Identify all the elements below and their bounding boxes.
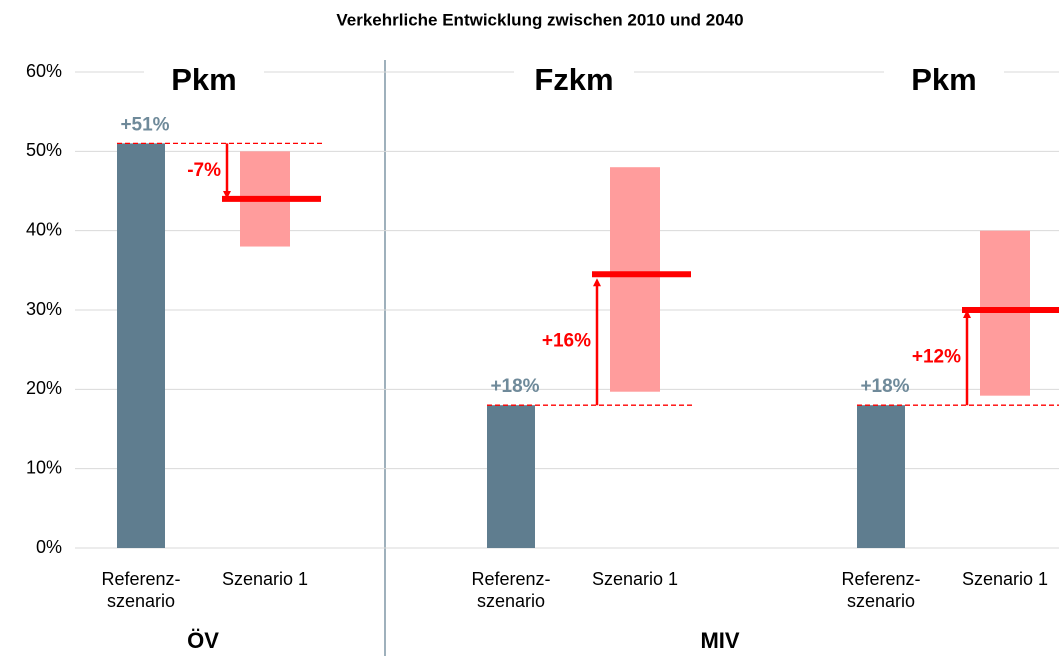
panel-title-background	[514, 60, 634, 100]
reference-bar	[117, 143, 165, 548]
x-tick-label: Szenario 1	[222, 569, 308, 589]
y-tick-label: 40%	[26, 219, 62, 239]
change-label: -7%	[187, 160, 221, 181]
panel-title: Pkm	[911, 62, 976, 97]
x-tick-label: Referenz-szenario	[101, 569, 180, 611]
panel-title-background	[144, 60, 264, 100]
y-tick-label: 50%	[26, 140, 62, 160]
scenario-range	[980, 230, 1030, 396]
reference-bar	[487, 405, 535, 548]
x-tick-label: Referenz-szenario	[471, 569, 550, 611]
reference-label: +18%	[860, 376, 909, 397]
chart-title: Verkehrliche Entwicklung zwischen 2010 u…	[336, 10, 743, 29]
group-label: MIV	[700, 628, 739, 653]
reference-label: +18%	[490, 376, 539, 397]
x-tick-label: Szenario 1	[592, 569, 678, 589]
scenario-range	[610, 167, 660, 392]
reference-bar	[857, 405, 905, 548]
y-tick-label: 30%	[26, 299, 62, 319]
reference-label: +51%	[120, 114, 169, 135]
x-tick-label: Szenario 1	[962, 569, 1048, 589]
panel-title: Pkm	[171, 62, 236, 97]
y-tick-label: 10%	[26, 457, 62, 477]
panel-title: Fzkm	[534, 62, 613, 97]
y-tick-label: 0%	[36, 537, 62, 557]
change-label: +16%	[542, 331, 591, 352]
group-label: ÖV	[187, 628, 219, 653]
y-tick-label: 60%	[26, 61, 62, 81]
y-tick-label: 20%	[26, 378, 62, 398]
panel-title-background	[884, 60, 1004, 100]
x-tick-label: Referenz-szenario	[841, 569, 920, 611]
change-label: +12%	[912, 347, 961, 368]
